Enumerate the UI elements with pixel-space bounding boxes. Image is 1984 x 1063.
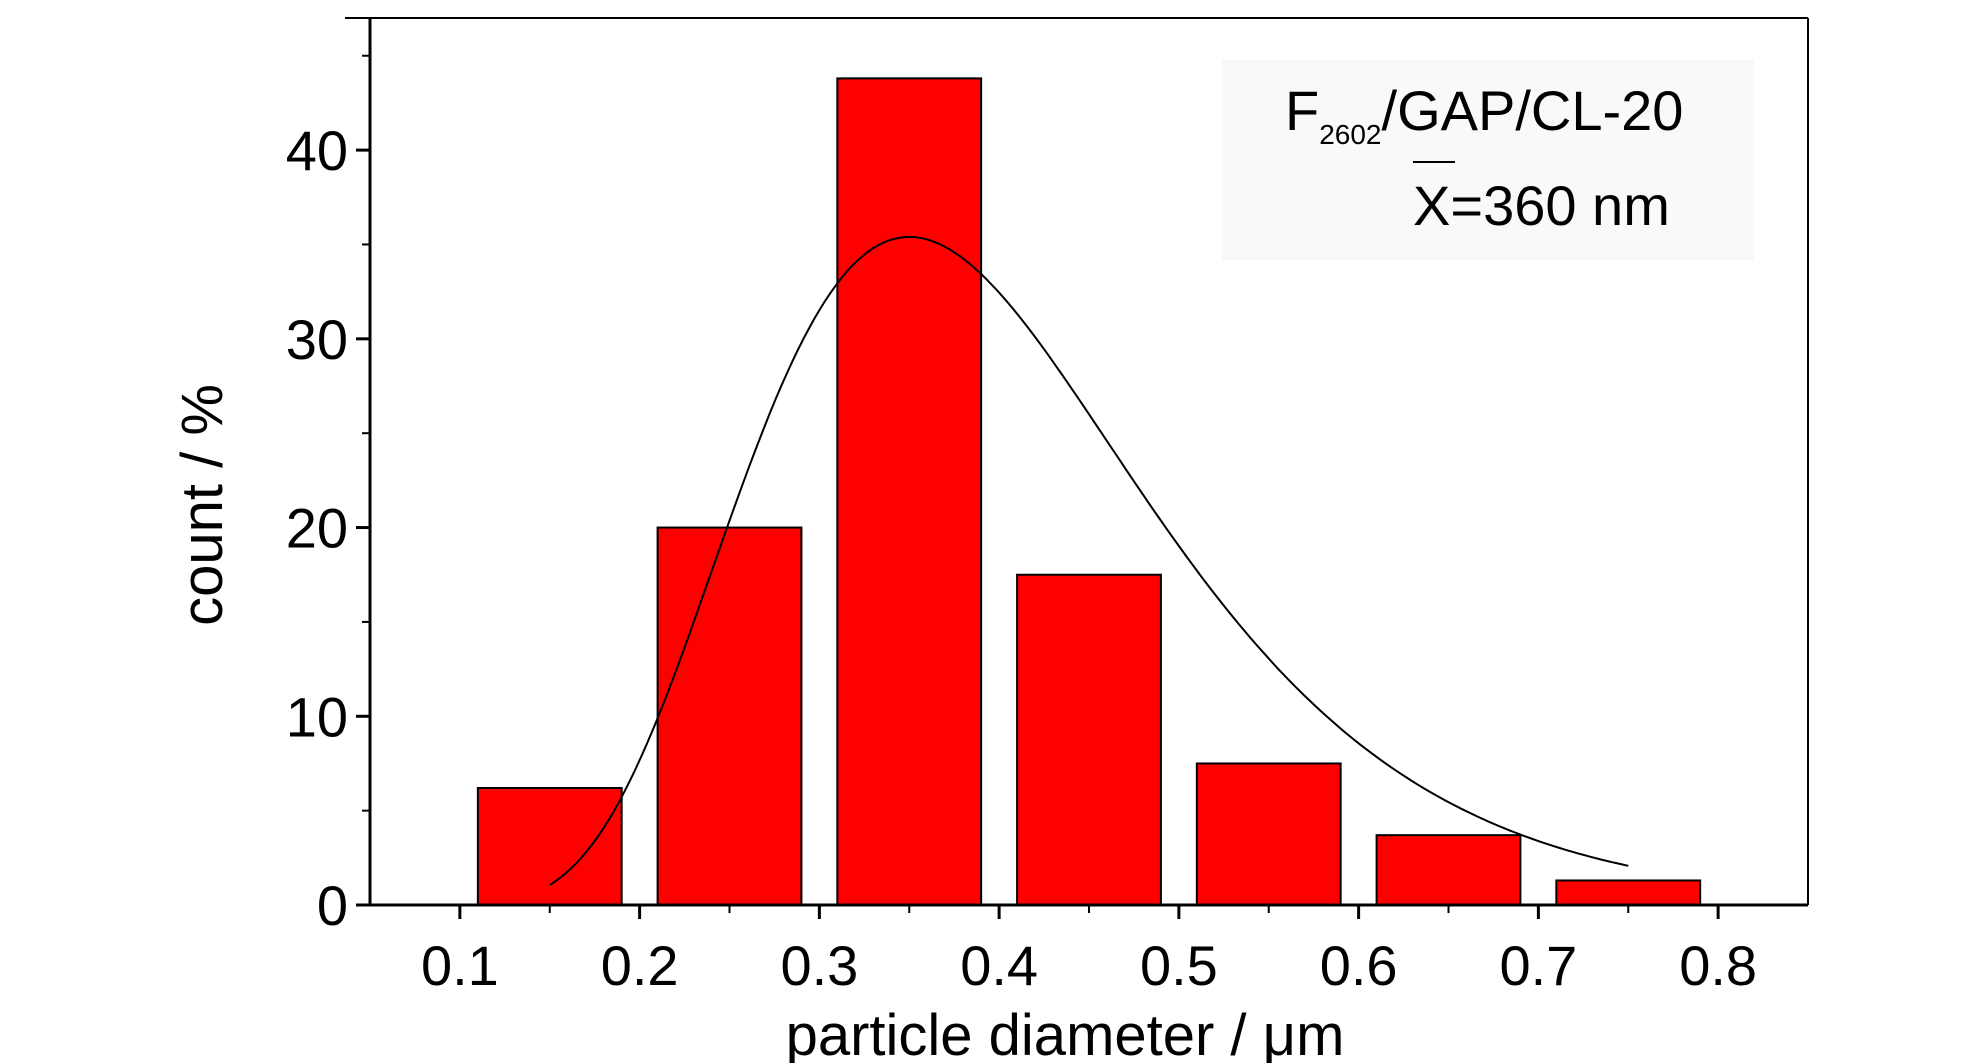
legend-sample-rest: /GAP/CL-20 xyxy=(1382,79,1684,142)
bar-2 xyxy=(656,526,803,906)
y-tick-label: 0 xyxy=(317,874,348,937)
bar-1 xyxy=(476,786,623,907)
bar-7 xyxy=(1555,879,1702,906)
legend-sample-main: F xyxy=(1285,79,1319,142)
y-tick-label: 20 xyxy=(286,497,348,560)
bar-6 xyxy=(1375,834,1522,907)
y-tick-label: 30 xyxy=(286,308,348,371)
fit-curve xyxy=(549,235,1629,886)
x-tick-label: 0.3 xyxy=(780,934,858,997)
legend-sample-subscript: 2602 xyxy=(1319,119,1381,150)
legend-sample-label: F2602/GAP/CL-20 xyxy=(1285,79,1683,150)
y-tick-label: 40 xyxy=(286,119,348,182)
legend-background xyxy=(1222,60,1754,260)
legend-mean-symbol: X xyxy=(1413,174,1450,237)
legend-mean-label: X=360 nm xyxy=(1413,174,1670,237)
bars xyxy=(476,77,1702,907)
bar-5 xyxy=(1195,762,1342,907)
x-tick-label: 0.7 xyxy=(1499,934,1577,997)
x-tick-label: 0.4 xyxy=(960,934,1038,997)
x-tick-label: 0.6 xyxy=(1320,934,1398,997)
legend-mean-value: =360 nm xyxy=(1450,174,1670,237)
bar-3 xyxy=(836,77,983,907)
x-tick-label: 0.8 xyxy=(1679,934,1757,997)
y-tick-label: 10 xyxy=(286,685,348,748)
bar-4 xyxy=(1016,573,1162,907)
x-tick-label: 0.5 xyxy=(1140,934,1218,997)
legend: F2602/GAP/CL-20 X=360 nm xyxy=(1222,60,1754,260)
y-axis-title: count / % xyxy=(170,384,235,626)
y-axis-ticks: 0 10 20 30 40 xyxy=(286,54,370,937)
x-axis-ticks: 0.1 0.2 0.3 0.4 0.5 0.6 0.7 0.8 xyxy=(421,905,1757,997)
x-tick-label: 0.1 xyxy=(421,934,499,997)
x-tick-label: 0.2 xyxy=(601,934,679,997)
x-axis-title: particle diameter / μm xyxy=(786,1003,1345,1063)
